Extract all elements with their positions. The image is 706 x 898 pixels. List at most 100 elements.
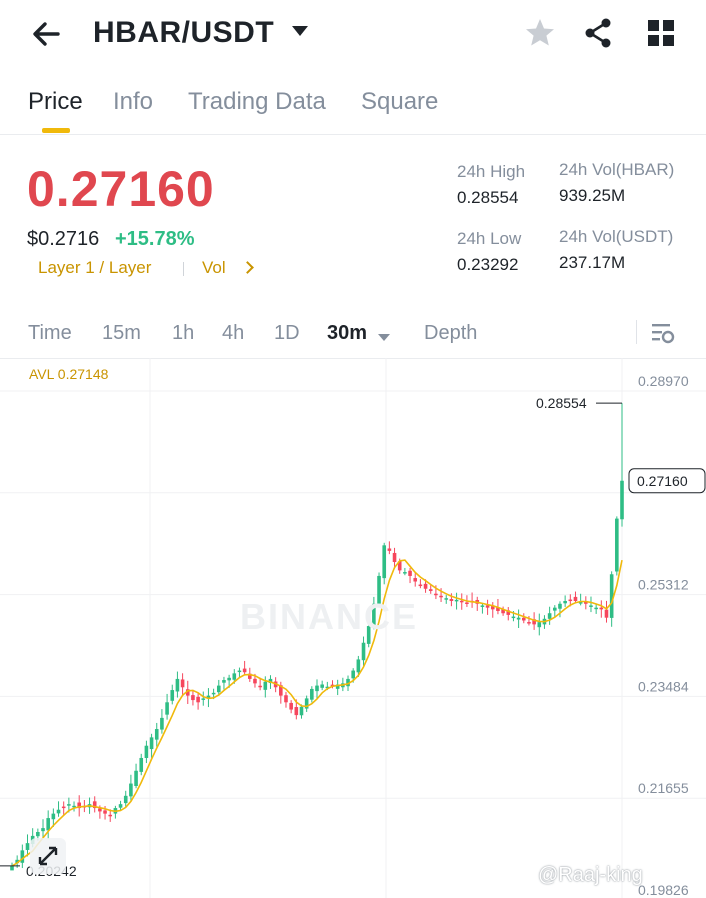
candle-body <box>351 670 355 679</box>
candle-body <box>175 678 180 692</box>
candle-body <box>160 717 164 730</box>
candle-body <box>191 695 195 701</box>
candle-body <box>41 828 45 832</box>
interval-time[interactable]: Time <box>28 322 72 344</box>
back-arrow-icon[interactable] <box>28 16 64 52</box>
candle-body <box>615 518 619 572</box>
expand-icon[interactable] <box>30 838 66 874</box>
candle-body <box>247 673 252 679</box>
candle-body <box>392 552 397 563</box>
tab-square[interactable]: Square <box>361 88 439 115</box>
candle-body <box>516 617 521 620</box>
candle-body <box>480 605 485 607</box>
chevron-right-icon[interactable] <box>241 261 254 274</box>
candle-body <box>20 850 25 863</box>
candle-body <box>36 831 40 837</box>
candle-body <box>118 804 123 808</box>
candle-body <box>397 561 402 571</box>
candle-body <box>10 865 14 871</box>
candle-body <box>496 607 500 612</box>
candle-body <box>123 795 128 804</box>
candle-body <box>268 678 273 684</box>
candle-body <box>547 613 552 619</box>
stat-high-value: 0.28554 <box>457 188 519 207</box>
candle-body <box>377 575 381 604</box>
candle-body <box>284 695 288 703</box>
caret-down-icon[interactable] <box>292 26 308 36</box>
candle-body <box>346 678 350 687</box>
active-tab-indicator <box>42 128 70 133</box>
interval-15m[interactable]: 15m <box>102 322 141 344</box>
candle-body <box>242 668 247 673</box>
candle-body <box>227 677 231 681</box>
candle-body <box>103 810 107 814</box>
candle-body <box>310 688 314 700</box>
candle-body <box>444 598 449 600</box>
interval-1h[interactable]: 1h <box>172 322 195 344</box>
candlestick-chart[interactable]: 0.289700.271410.253120.234840.216550.198… <box>0 358 706 898</box>
candle-body <box>77 802 82 809</box>
candle-body <box>330 684 335 687</box>
stat-low-label: 24h Low <box>457 229 522 248</box>
candle-body <box>206 695 211 699</box>
category-tag[interactable]: Layer 1 / Layer <box>38 258 152 277</box>
interval-4h[interactable]: 4h <box>222 322 245 344</box>
vol-tag[interactable]: Vol <box>202 258 226 277</box>
interval-caret-icon[interactable] <box>378 334 390 341</box>
candle-body <box>108 814 113 817</box>
candle-body <box>180 679 185 688</box>
page-tabs: Price Info Trading Data Square <box>0 80 706 135</box>
candle-body <box>428 589 433 591</box>
candle-body <box>408 570 412 576</box>
candle-body <box>584 601 588 604</box>
tab-trading-data[interactable]: Trading Data <box>188 88 326 115</box>
candle-body <box>604 609 609 618</box>
y-tick-label: 0.23484 <box>638 678 689 694</box>
high-label: 0.28554 <box>536 395 587 411</box>
grid-icon[interactable] <box>644 16 678 50</box>
candle-body <box>361 642 366 661</box>
interval-30m[interactable]: 30m <box>327 322 368 344</box>
candle-body <box>139 757 144 772</box>
candle-body <box>67 804 71 806</box>
y-tick-label: 0.21655 <box>638 780 689 796</box>
stat-vol-base-value: 939.25M <box>559 186 626 205</box>
candle-body <box>320 684 324 688</box>
interval-depth[interactable]: Depth <box>424 322 478 344</box>
stat-vol-base-label: 24h Vol(HBAR) <box>559 160 675 179</box>
interval-1d[interactable]: 1D <box>274 322 300 344</box>
candle-body <box>609 574 614 618</box>
interval-bar: Time 15m 1h 4h 1D 30m Depth <box>0 312 706 359</box>
top-bar: HBAR/USDT <box>0 0 706 70</box>
candle-body <box>237 670 242 673</box>
candle-body <box>372 603 376 627</box>
share-icon[interactable] <box>581 16 615 50</box>
candle-body <box>149 737 154 750</box>
candle-body <box>563 600 567 604</box>
candle-body <box>413 578 418 582</box>
candle-body <box>599 607 604 610</box>
stat-vol-quote-label: 24h Vol(USDT) <box>559 227 674 246</box>
candle-body <box>263 681 268 690</box>
ma-line <box>11 559 623 867</box>
y-tick-label: 0.25312 <box>638 577 689 593</box>
pair-title[interactable]: HBAR/USDT <box>93 16 275 49</box>
candle-body <box>356 659 361 673</box>
candle-body <box>387 548 392 551</box>
candle-body <box>144 745 149 758</box>
candle-body <box>485 605 490 608</box>
tag-divider <box>183 262 184 276</box>
candle-body <box>382 545 387 579</box>
chart-settings-icon[interactable] <box>650 320 676 346</box>
tab-price[interactable]: Price <box>28 88 83 115</box>
candle-body <box>449 599 454 601</box>
candle-body <box>201 698 206 700</box>
tab-info[interactable]: Info <box>113 88 154 115</box>
candle-body <box>511 616 516 619</box>
candle-body <box>258 685 262 688</box>
star-icon[interactable] <box>523 16 557 50</box>
candle-body <box>403 572 407 574</box>
candle-body <box>165 702 169 715</box>
candle-body <box>46 818 50 831</box>
candle-body <box>325 686 330 689</box>
